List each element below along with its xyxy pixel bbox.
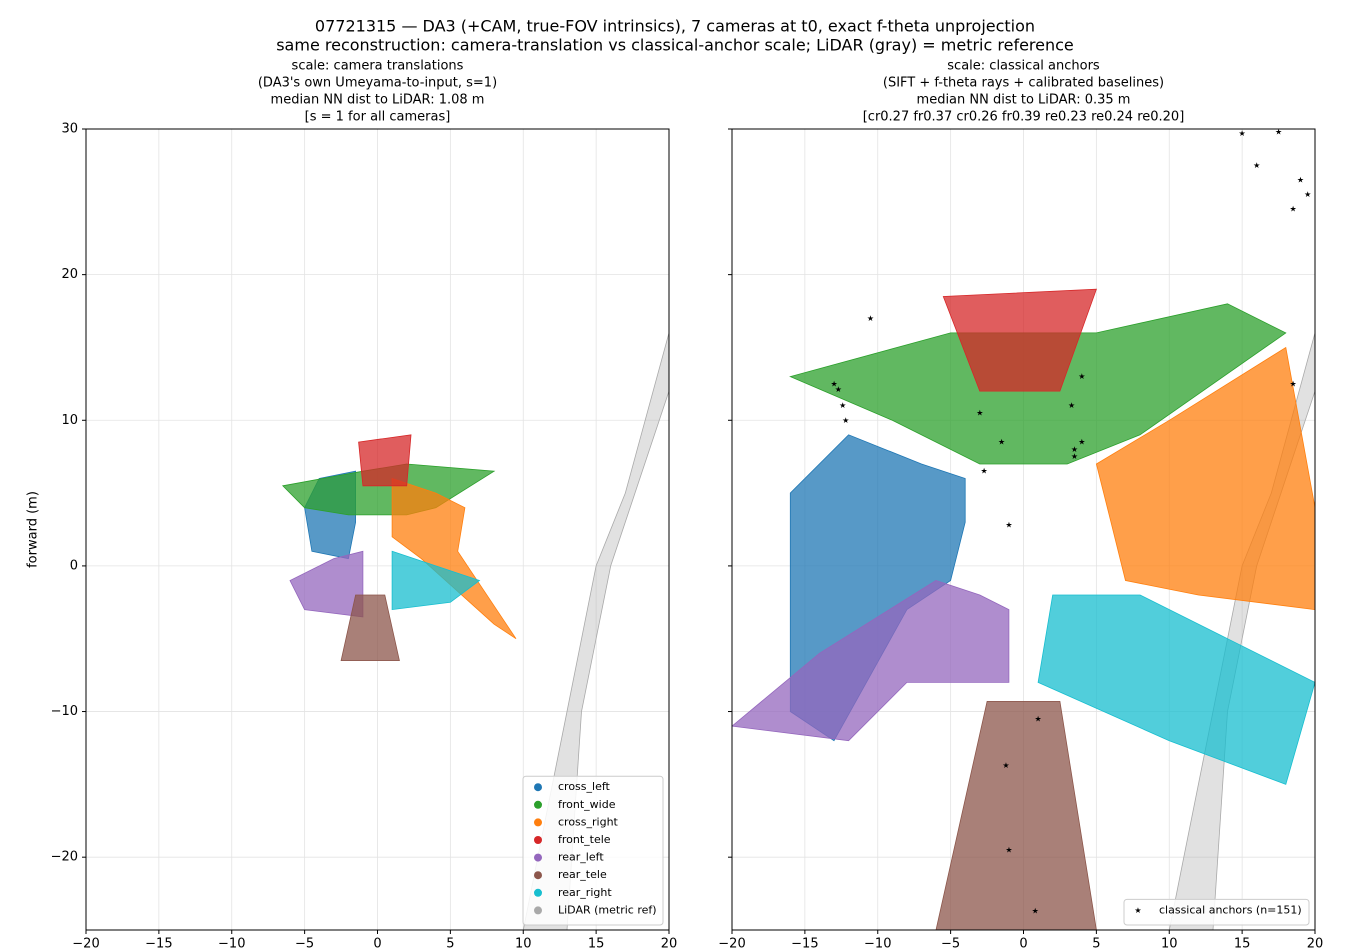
legend-marker: ★ — [1134, 906, 1141, 915]
legend-label: classical anchors (n=151) — [1159, 903, 1302, 916]
anchor-point: ★ — [835, 385, 842, 394]
x-tick-label: −15 — [145, 937, 172, 950]
legend-marker — [534, 818, 542, 827]
subplot-title: [cr0.27 fr0.37 cr0.26 fr0.39 re0.23 re0.… — [863, 110, 1185, 125]
point-cloud-region — [358, 434, 412, 487]
figure-subtitle: same reconstruction: camera-translation … — [276, 36, 1074, 55]
subplot-title: (DA3's own Umeyama-to-input, s=1) — [258, 76, 497, 91]
subplot-title: scale: classical anchors — [947, 59, 1100, 74]
anchor-point: ★ — [1005, 845, 1012, 854]
point-cloud-region — [942, 288, 1097, 392]
x-tick-label: 15 — [1234, 937, 1251, 950]
anchor-point: ★ — [1078, 438, 1085, 447]
subplot-title: scale: camera translations — [292, 59, 464, 74]
legend-label: front_wide — [558, 798, 616, 811]
plot-area: ★★★★★★★★★★★★★★★★★ ★★★★★★★★ — [732, 127, 1315, 930]
x-tick-label: −15 — [791, 937, 818, 950]
anchor-point: ★ — [981, 467, 988, 476]
anchor-point: ★ — [1275, 127, 1282, 136]
anchor-point: ★ — [1290, 379, 1297, 388]
y-tick-label: 10 — [61, 413, 78, 428]
point-cloud-region — [1037, 594, 1315, 785]
legend-marker — [534, 906, 542, 915]
subplot-title: median NN dist to LiDAR: 1.08 m — [271, 93, 485, 108]
anchor-point: ★ — [1304, 190, 1311, 199]
y-tick-label: 0 — [70, 558, 78, 573]
x-tick-label: 5 — [446, 937, 454, 950]
point-cloud-region — [289, 550, 364, 618]
x-tick-label: −20 — [718, 937, 745, 950]
x-tick-label: 20 — [661, 937, 678, 950]
x-tick-label: 5 — [1092, 937, 1100, 950]
anchor-point: ★ — [1290, 205, 1297, 214]
anchor-point: ★ — [1032, 907, 1039, 916]
x-tick-label: 15 — [588, 937, 605, 950]
x-tick-label: −10 — [864, 937, 891, 950]
point-cloud-region — [1095, 346, 1315, 611]
legend-label: front_tele — [558, 833, 611, 846]
y-tick-label: 30 — [61, 122, 78, 137]
anchor-point: ★ — [1034, 714, 1041, 723]
axes-frame — [85, 128, 670, 931]
x-tick-label: −10 — [218, 937, 245, 950]
anchor-point: ★ — [830, 379, 837, 388]
legend-box — [1123, 898, 1310, 926]
axes-frame — [731, 128, 1316, 931]
axes: scale: camera translations (DA3's own Ume… — [26, 59, 678, 950]
legend-marker — [534, 853, 542, 862]
point-cloud-region — [935, 701, 1097, 930]
x-tick-label: 10 — [1161, 937, 1178, 950]
anchor-point: ★ — [867, 314, 874, 323]
anchor-point: ★ — [976, 408, 983, 417]
x-tick-label: −5 — [295, 937, 314, 950]
subplot-title: median NN dist to LiDAR: 0.35 m — [917, 93, 1131, 108]
anchor-point: ★ — [1005, 521, 1012, 530]
anchor-point: ★ — [1068, 401, 1075, 410]
legend-marker — [534, 800, 542, 809]
anchor-point: ★ — [1239, 129, 1246, 138]
subplot-title: (SIFT + f-theta rays + calibrated baseli… — [883, 76, 1164, 91]
anchor-point: ★ — [1071, 445, 1078, 454]
legend-box — [522, 775, 664, 926]
legend-marker — [534, 888, 542, 897]
anchor-point: ★ — [1297, 175, 1304, 184]
subplot-title: [s = 1 for all cameras] — [305, 110, 451, 125]
y-tick-label: 20 — [61, 267, 78, 282]
legend-label: cross_left — [558, 780, 611, 793]
anchor-point: ★ — [1002, 761, 1009, 770]
point-cloud-region — [732, 580, 1010, 742]
x-tick-label: 10 — [515, 937, 532, 950]
x-tick-label: 0 — [373, 937, 381, 950]
figure-title: 07721315 — DA3 (+CAM, true-FOV intrinsic… — [315, 17, 1035, 36]
anchor-point: ★ — [842, 416, 849, 425]
anchor-point: ★ — [1071, 452, 1078, 461]
anchor-point: ★ — [839, 401, 846, 410]
x-tick-label: −5 — [941, 937, 960, 950]
legend-marker — [534, 836, 542, 844]
legend-label: cross_right — [558, 815, 619, 828]
y-axis-label: forward (m) — [26, 491, 41, 568]
y-tick-label: −10 — [51, 704, 78, 719]
anchor-point: ★ — [998, 438, 1005, 447]
legend-marker — [534, 783, 542, 792]
anchor-point: ★ — [1253, 161, 1260, 170]
point-cloud-region — [391, 477, 517, 640]
legend-label: rear_right — [558, 886, 612, 899]
anchor-point: ★ — [1078, 372, 1085, 381]
x-tick-label: 20 — [1307, 937, 1324, 950]
x-tick-label: 0 — [1019, 937, 1027, 950]
legend-label: rear_left — [558, 851, 604, 864]
legend-label: LiDAR (metric ref) — [558, 903, 657, 916]
y-tick-label: −20 — [51, 850, 78, 865]
x-tick-label: −20 — [72, 937, 99, 950]
legend-marker — [534, 871, 542, 880]
legend-label: rear_tele — [558, 868, 607, 881]
point-cloud-region — [391, 550, 481, 611]
axes: scale: classical anchors (SIFT + f-theta … — [718, 59, 1323, 950]
point-cloud-region — [340, 594, 400, 661]
